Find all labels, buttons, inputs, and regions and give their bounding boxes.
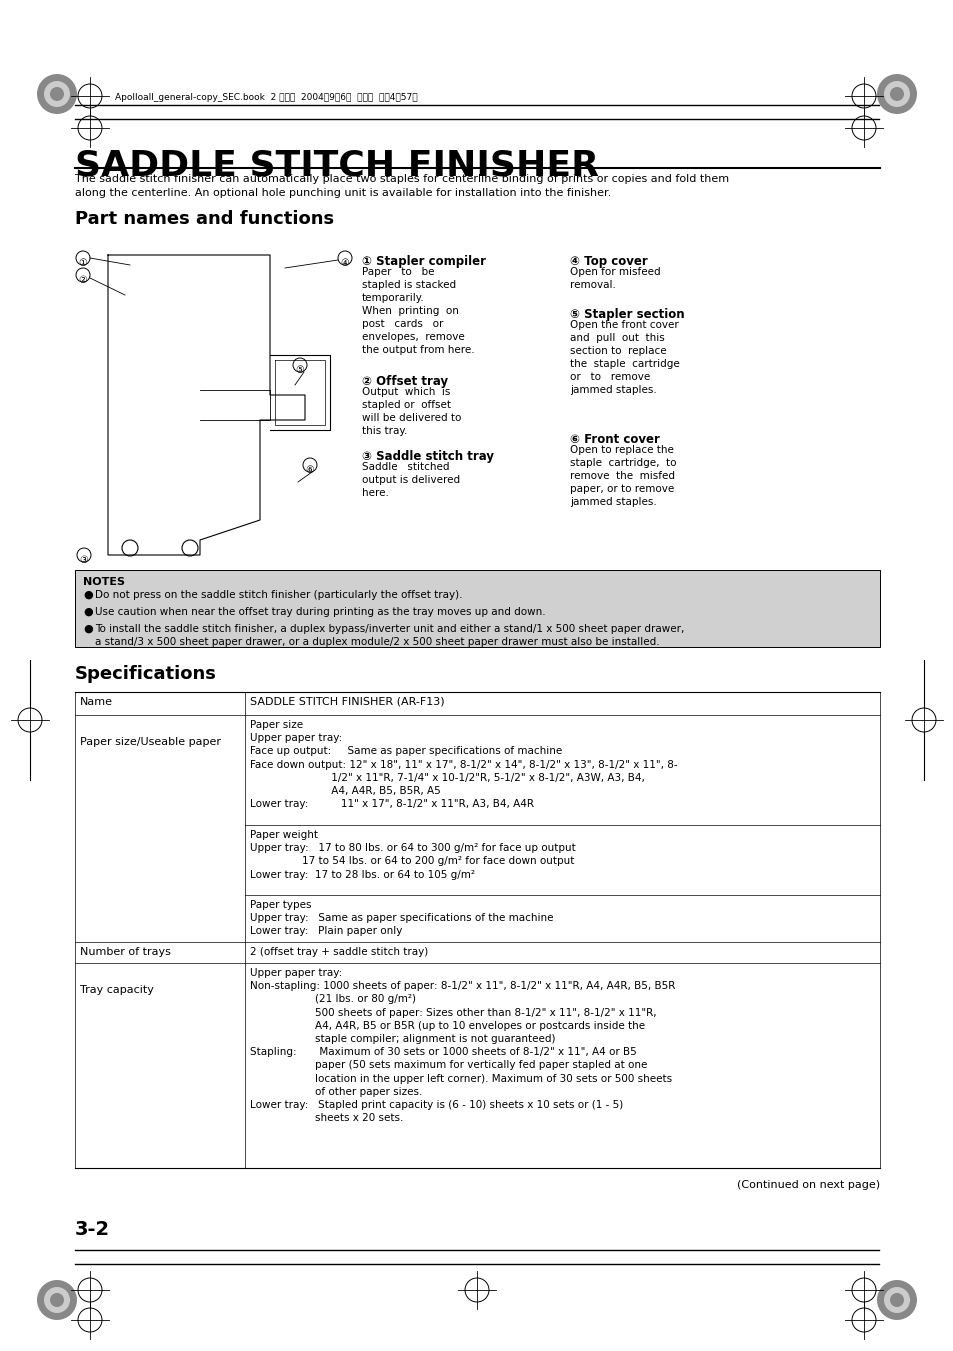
Text: Number of trays: Number of trays [80,947,171,957]
Text: ⑥ Front cover: ⑥ Front cover [569,434,659,446]
Text: Paper size/Useable paper: Paper size/Useable paper [80,738,221,747]
Text: ●: ● [83,624,92,634]
Circle shape [876,74,916,113]
Text: Do not press on the saddle stitch finisher (particularly the offset tray).: Do not press on the saddle stitch finish… [95,590,462,600]
Text: Paper   to   be
stapled is stacked
temporarily.
When  printing  on
post   cards : Paper to be stapled is stacked temporari… [361,267,475,355]
Text: ⑥: ⑥ [305,465,314,476]
Circle shape [293,358,307,372]
Circle shape [77,549,91,562]
Text: ④: ④ [340,258,349,267]
Text: SADDLE STITCH FINISHER: SADDLE STITCH FINISHER [75,149,598,182]
Circle shape [889,1293,903,1306]
Text: Tray capacity: Tray capacity [80,985,153,994]
Circle shape [883,81,909,107]
Text: ① Stapler compiler: ① Stapler compiler [361,255,485,267]
Text: ●: ● [83,590,92,600]
Text: Open the front cover
and  pull  out  this
section to  replace
the  staple  cartr: Open the front cover and pull out this s… [569,320,679,396]
Circle shape [50,86,64,101]
Text: ② Offset tray: ② Offset tray [361,376,448,388]
Text: Upper paper tray:
Non-stapling: 1000 sheets of paper: 8-1/2" x 11", 8-1/2" x 11": Upper paper tray: Non-stapling: 1000 she… [250,969,675,1123]
Text: (Continued on next page): (Continued on next page) [736,1179,879,1190]
Text: Part names and functions: Part names and functions [75,209,334,228]
Text: The saddle stitch finisher can automatically place two staples for centerline bi: The saddle stitch finisher can automatic… [75,174,728,199]
Text: ●: ● [83,607,92,617]
Circle shape [50,1293,64,1306]
Text: Paper weight
Upper tray:   17 to 80 lbs. or 64 to 300 g/m² for face up output
  : Paper weight Upper tray: 17 to 80 lbs. o… [250,830,576,880]
Text: Output  which  is
stapled or  offset
will be delivered to
this tray.: Output which is stapled or offset will b… [361,386,461,436]
Circle shape [76,251,90,265]
Circle shape [37,74,77,113]
Circle shape [883,1288,909,1313]
Circle shape [37,1279,77,1320]
Circle shape [44,1288,70,1313]
Text: ⑤ Stapler section: ⑤ Stapler section [569,308,684,322]
Bar [75,570,879,647]
Text: Use caution when near the offset tray during printing as the tray moves up and d: Use caution when near the offset tray du… [95,607,545,617]
Text: Paper size
Upper paper tray:
Face up output:     Same as paper specifications of: Paper size Upper paper tray: Face up out… [250,720,677,809]
Circle shape [876,1279,916,1320]
Text: NOTES: NOTES [83,577,125,586]
Circle shape [337,251,352,265]
Text: Open to replace the
staple  cartridge,  to
remove  the  misfed
paper, or to remo: Open to replace the staple cartridge, to… [569,444,676,507]
Circle shape [889,86,903,101]
Text: ①: ① [78,258,88,267]
Text: Open for misfeed
removal.: Open for misfeed removal. [569,267,659,290]
Text: SADDLE STITCH FINISHER (AR-F13): SADDLE STITCH FINISHER (AR-F13) [250,697,444,707]
Text: ③: ③ [79,555,89,565]
Text: Saddle   stitched
output is delivered
here.: Saddle stitched output is delivered here… [361,462,459,499]
Circle shape [76,267,90,282]
Circle shape [44,81,70,107]
Text: ⑤: ⑤ [295,365,304,376]
Text: 2 (offset tray + saddle stitch tray): 2 (offset tray + saddle stitch tray) [250,947,428,957]
Text: Apolloall_general-copy_SEC.book  2 ページ  2004年9月6日  月曜日  午後4時57分: Apolloall_general-copy_SEC.book 2 ページ 20… [115,92,417,101]
Text: ②: ② [78,276,88,285]
Circle shape [303,458,316,471]
Text: Paper types
Upper tray:   Same as paper specifications of the machine
Lower tray: Paper types Upper tray: Same as paper sp… [250,900,553,936]
Text: Specifications: Specifications [75,665,216,684]
Text: 3-2: 3-2 [75,1220,110,1239]
Text: To install the saddle stitch finisher, a duplex bypass/inverter unit and either : To install the saddle stitch finisher, a… [95,624,683,647]
Text: ③ Saddle stitch tray: ③ Saddle stitch tray [361,450,494,463]
Text: ④ Top cover: ④ Top cover [569,255,647,267]
Text: Name: Name [80,697,112,707]
